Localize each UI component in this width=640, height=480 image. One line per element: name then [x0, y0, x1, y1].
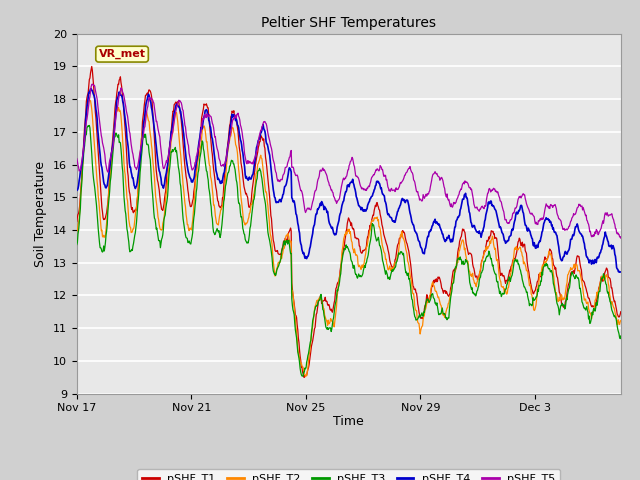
Y-axis label: Soil Temperature: Soil Temperature — [35, 161, 47, 266]
Legend: pSHF_T1, pSHF_T2, pSHF_T3, pSHF_T4, pSHF_T5: pSHF_T1, pSHF_T2, pSHF_T3, pSHF_T4, pSHF… — [138, 469, 560, 480]
Title: Peltier SHF Temperatures: Peltier SHF Temperatures — [261, 16, 436, 30]
X-axis label: Time: Time — [333, 415, 364, 428]
Text: VR_met: VR_met — [99, 49, 145, 59]
